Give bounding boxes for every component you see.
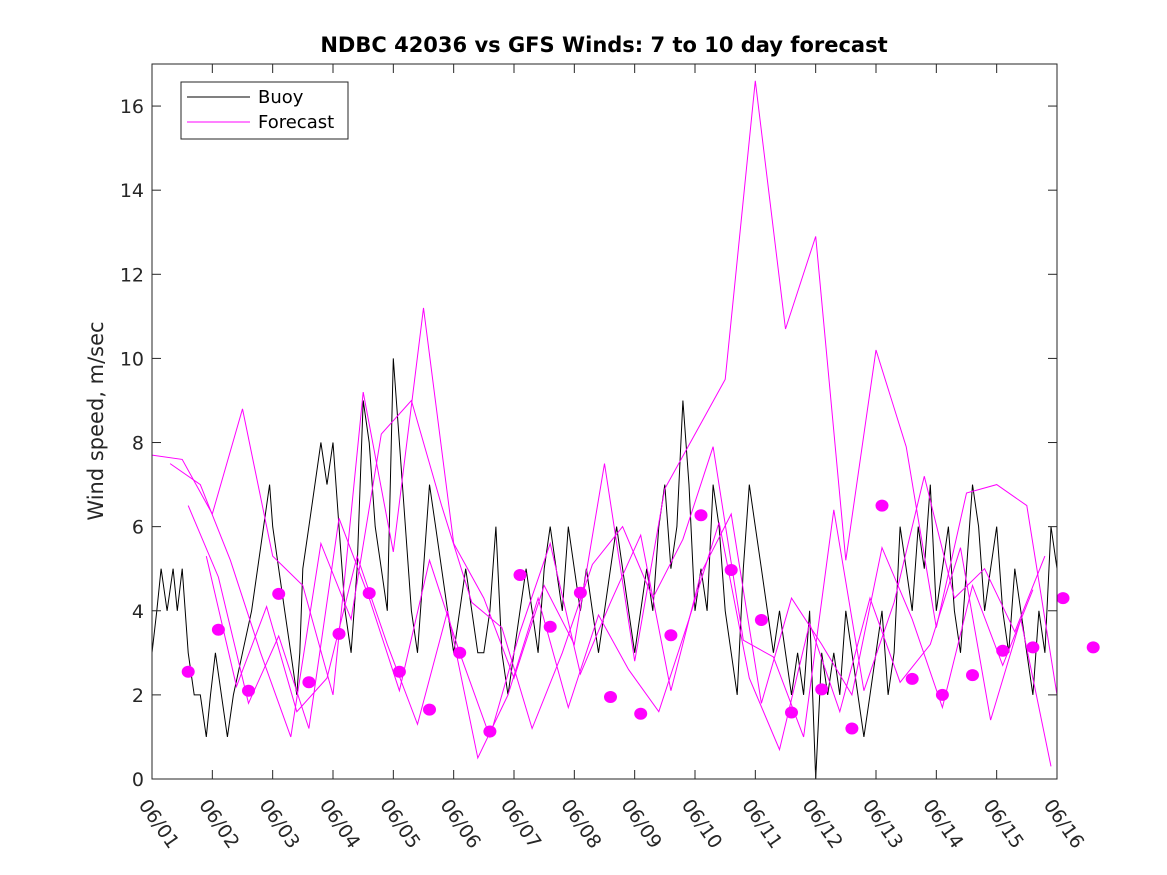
y-tick-label: 8	[132, 433, 144, 455]
buoy-series-line	[152, 358, 1057, 779]
y-tick-label: 6	[132, 517, 144, 539]
x-tick-label: 06/01	[134, 795, 183, 852]
forecast-marker	[332, 627, 346, 640]
legend-label-forecast: Forecast	[258, 112, 334, 133]
forecast-series-line	[205, 522, 1052, 767]
forecast-marker	[573, 586, 587, 599]
forecast-marker	[543, 620, 557, 633]
legend-label-buoy: Buoy	[258, 87, 304, 108]
forecast-marker	[785, 706, 798, 719]
x-tick-label: 06/14	[918, 795, 967, 852]
forecast-marker	[1086, 641, 1100, 654]
y-tick-label: 2	[132, 685, 144, 707]
forecast-marker	[845, 722, 859, 735]
x-tick-label: 06/11	[737, 795, 786, 852]
x-tick-label: 06/12	[798, 795, 847, 852]
legend-box	[180, 81, 349, 140]
y-tick-label: 16	[120, 96, 144, 118]
forecast-series-line	[187, 505, 1034, 739]
forecast-marker	[815, 683, 829, 696]
forecast-marker	[875, 499, 889, 512]
y-tick-label: 14	[120, 180, 144, 202]
x-tick-label: 06/09	[617, 795, 666, 852]
forecast-marker	[1056, 592, 1070, 605]
forecast-series-line	[152, 80, 1057, 696]
forecast-marker	[211, 623, 225, 636]
forecast-marker	[302, 676, 316, 689]
forecast-marker	[664, 629, 678, 642]
forecast-marker	[423, 703, 436, 716]
x-tick-label: 06/05	[375, 795, 424, 852]
forecast-marker	[272, 587, 286, 600]
y-tick-label: 0	[132, 769, 144, 791]
forecast-marker	[1026, 641, 1040, 654]
forecast-marker	[242, 684, 255, 697]
forecast-marker	[996, 644, 1010, 657]
legend: Buoy Forecast	[180, 81, 349, 140]
marker-layer	[181, 499, 1100, 738]
forecast-marker	[935, 688, 949, 701]
forecast-marker	[181, 665, 195, 678]
y-axis-label: Wind speed, m/sec	[84, 321, 108, 520]
forecast-series-line	[169, 399, 1046, 738]
forecast-marker	[966, 669, 979, 682]
forecast-marker	[694, 509, 708, 522]
forecast-marker	[634, 707, 648, 720]
x-tick-label: 06/13	[858, 795, 907, 852]
y-tick-label: 10	[120, 348, 144, 370]
forecast-marker	[604, 691, 617, 703]
forecast-marker	[513, 569, 527, 581]
y-tick-label: 12	[120, 264, 144, 286]
forecast-marker	[392, 665, 406, 678]
x-tick-label: 06/03	[255, 795, 304, 852]
forecast-marker	[905, 672, 919, 685]
x-tick-label: 06/07	[496, 795, 545, 852]
x-tick-label: 06/15	[979, 795, 1028, 852]
forecast-marker	[754, 614, 768, 626]
x-tick-label: 06/16	[1039, 795, 1088, 852]
forecast-marker	[453, 646, 467, 659]
forecast-marker	[724, 564, 738, 576]
x-tick-label: 06/06	[436, 795, 485, 852]
forecast-marker	[362, 587, 376, 600]
chart-title: NDBC 42036 vs GFS Winds: 7 to 10 day for…	[320, 33, 887, 57]
x-tick-label: 06/10	[677, 795, 726, 852]
x-tick-label: 06/04	[315, 795, 364, 852]
y-tick-label: 4	[132, 601, 144, 623]
plot-area-frame	[151, 63, 1058, 780]
forecast-marker	[483, 725, 497, 738]
x-tick-label: 06/08	[556, 795, 605, 852]
x-tick-label: 06/02	[194, 795, 243, 852]
series-layer	[152, 80, 1057, 779]
